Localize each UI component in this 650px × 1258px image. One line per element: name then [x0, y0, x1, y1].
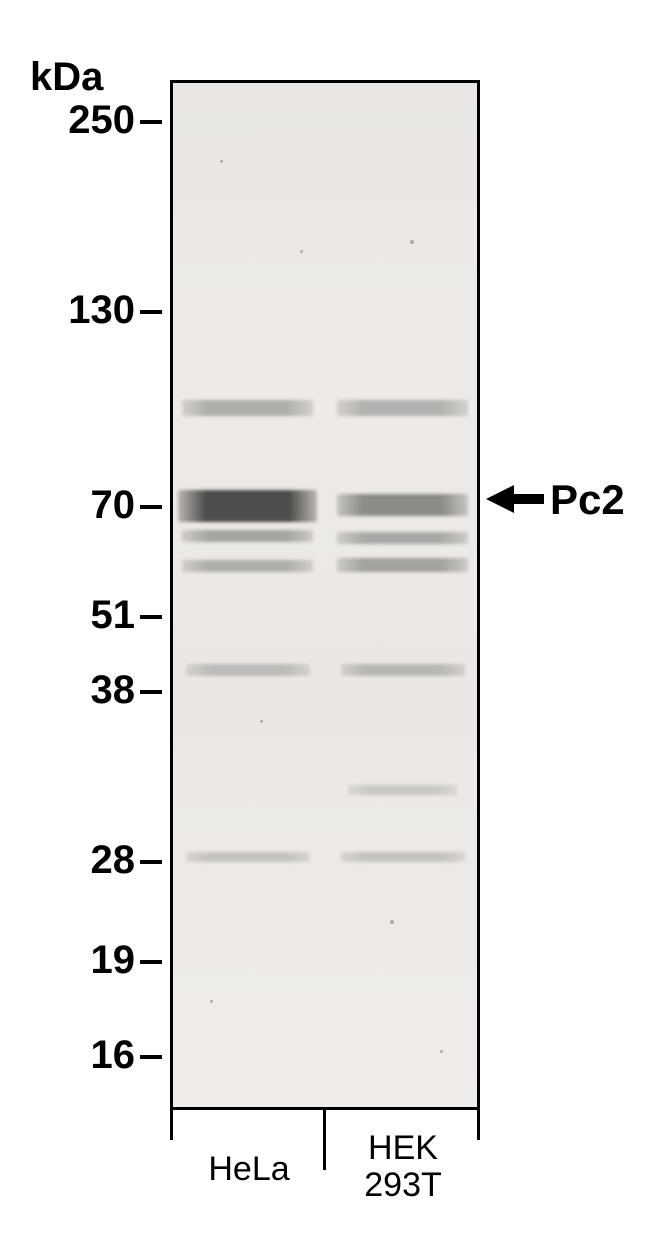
blot-noise: [390, 920, 394, 924]
blot-noise: [440, 1050, 443, 1053]
blot-band: [182, 530, 314, 542]
blot-band: [341, 852, 465, 862]
blot-band: [182, 400, 314, 416]
blot-noise: [210, 1000, 213, 1003]
kda-unit-label: kDa: [30, 55, 103, 100]
lane-tick-left: [170, 1110, 173, 1140]
blot-noise: [300, 250, 303, 253]
blot-noise: [260, 720, 263, 723]
blot-membrane: [170, 80, 480, 1110]
lane-label-hek293t: HEK 293T: [328, 1130, 478, 1205]
blot-band: [337, 532, 469, 544]
target-protein-label: Pc2: [550, 476, 625, 524]
blot-band: [348, 785, 457, 795]
blot-band: [186, 852, 310, 862]
target-arrow: [486, 485, 544, 513]
lane-label-hela: HeLa: [175, 1150, 323, 1189]
blot-band: [337, 494, 469, 516]
blot-band: [186, 664, 310, 676]
blot-band: [182, 560, 314, 572]
blot-band: [337, 400, 469, 416]
blot-band: [341, 664, 465, 676]
blot-band: [178, 490, 318, 522]
blot-noise: [220, 160, 223, 163]
lane-tick-mid: [323, 1110, 326, 1170]
western-blot-figure: kDa 250 130 70 51 38 28 19 16: [0, 0, 650, 1258]
blot-band: [337, 558, 469, 572]
blot-noise: [410, 240, 414, 244]
